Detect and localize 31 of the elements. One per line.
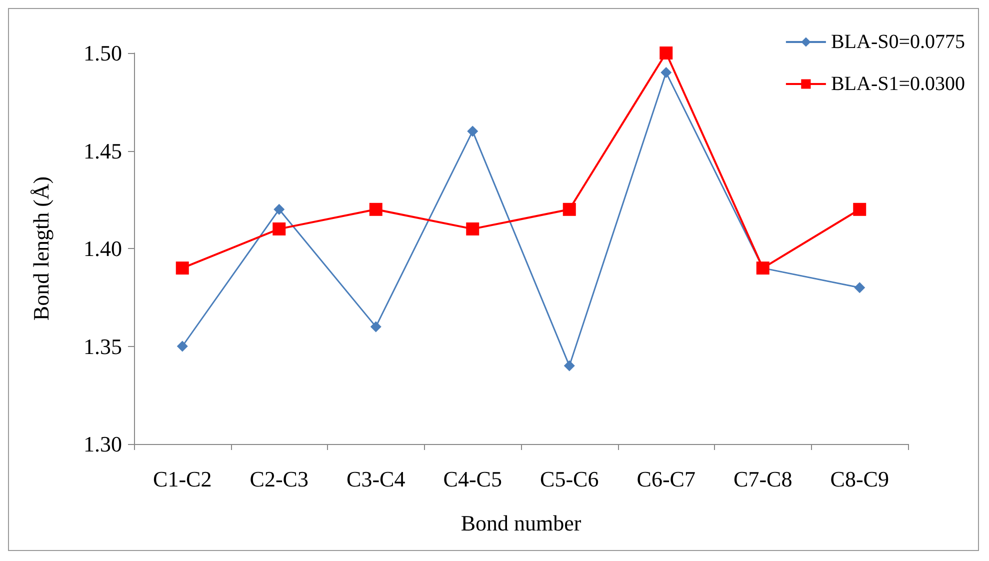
y-tick-label: 1.40 <box>84 236 122 261</box>
point <box>466 222 480 236</box>
point <box>660 46 673 60</box>
x-tick-label: C4-C5 <box>443 466 502 492</box>
y-tick-label: 1.50 <box>84 40 122 66</box>
x-tick-label: C8-C9 <box>830 466 889 492</box>
point <box>272 222 286 236</box>
point <box>660 67 672 78</box>
y-tick-label: 1.30 <box>84 432 122 456</box>
point <box>274 204 285 215</box>
y-tick-label: 1.45 <box>84 138 122 164</box>
point <box>467 126 478 137</box>
x-tick-label: C7-C8 <box>734 466 792 492</box>
point <box>562 202 576 216</box>
x-tick-label: C1-C2 <box>153 466 212 492</box>
point <box>369 202 382 216</box>
y-tick-label: 1.35 <box>84 334 122 359</box>
x-axis-title: Bond number <box>460 510 582 536</box>
point <box>854 282 866 294</box>
point <box>176 262 189 275</box>
y-axis-title: Bond length (Å) <box>28 176 54 321</box>
point <box>564 360 575 372</box>
point <box>176 340 188 352</box>
legend-label: BLA-S0=0.0775 <box>830 31 965 53</box>
x-tick-label: C3-C4 <box>346 466 406 492</box>
x-tick-label: C6-C7 <box>636 466 696 492</box>
x-tick-label: C2-C3 <box>250 466 308 492</box>
x-tick-label: C5-C6 <box>540 466 599 492</box>
point <box>370 321 382 332</box>
point <box>853 202 866 216</box>
legend-label: BLA-S1=0.0300 <box>830 73 965 95</box>
